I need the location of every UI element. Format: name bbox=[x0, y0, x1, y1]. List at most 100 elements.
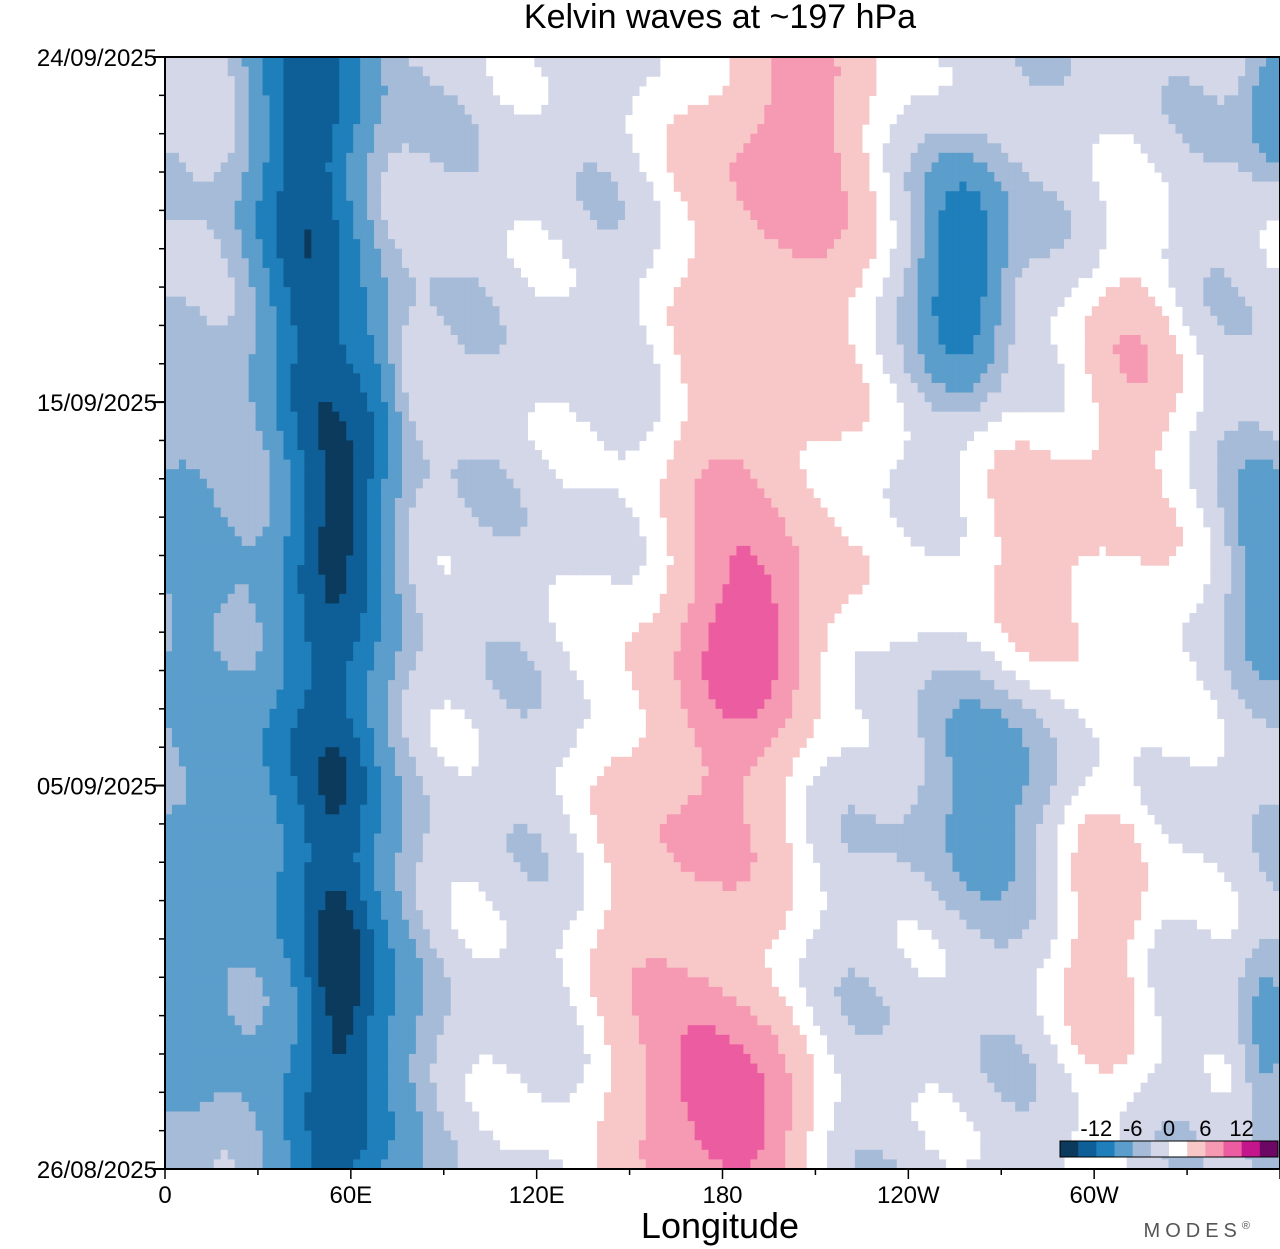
heatmap-cell bbox=[165, 373, 173, 384]
heatmap-cell bbox=[764, 66, 772, 77]
heatmap-cell bbox=[248, 325, 257, 336]
heatmap-cell bbox=[255, 277, 264, 288]
heatmap-cell bbox=[764, 296, 772, 307]
heatmap-cell bbox=[408, 66, 417, 77]
heatmap-cell bbox=[297, 76, 305, 87]
heatmap-cell bbox=[227, 210, 236, 221]
heatmap-cell bbox=[199, 133, 208, 144]
heatmap-cell bbox=[1043, 124, 1051, 135]
heatmap-cell bbox=[318, 344, 326, 355]
heatmap-cell bbox=[722, 239, 731, 250]
heatmap-cell bbox=[381, 239, 389, 250]
heatmap-cell bbox=[1119, 76, 1128, 87]
heatmap-cell bbox=[325, 104, 333, 116]
heatmap-cell bbox=[297, 124, 305, 135]
heatmap-cell bbox=[339, 296, 347, 307]
heatmap-cell bbox=[234, 57, 243, 68]
heatmap-cell bbox=[1238, 66, 1246, 77]
heatmap-cell bbox=[1161, 133, 1170, 144]
heatmap-cell bbox=[185, 239, 194, 250]
heatmap-cell bbox=[360, 354, 368, 365]
heatmap-cell bbox=[1077, 248, 1086, 259]
heatmap-cell bbox=[645, 181, 654, 192]
heatmap-cell bbox=[1008, 258, 1016, 269]
heatmap-cell bbox=[248, 152, 257, 164]
heatmap-cell bbox=[750, 124, 758, 135]
heatmap-cell bbox=[917, 287, 926, 298]
heatmap-cell bbox=[241, 85, 250, 96]
heatmap-cell bbox=[548, 152, 556, 164]
heatmap-cell bbox=[945, 354, 954, 365]
heatmap-cell bbox=[1119, 363, 1128, 374]
heatmap-cell bbox=[764, 172, 772, 183]
heatmap-cell bbox=[255, 258, 264, 269]
heatmap-cell bbox=[499, 382, 508, 394]
heatmap-cell bbox=[987, 57, 995, 68]
heatmap-cell bbox=[631, 152, 640, 164]
heatmap-cell bbox=[1203, 239, 1211, 250]
heatmap-cell bbox=[840, 229, 849, 240]
heatmap-cell bbox=[1168, 172, 1177, 183]
heatmap-cell bbox=[1022, 181, 1030, 192]
heatmap-cell bbox=[1029, 66, 1037, 77]
heatmap-cell bbox=[952, 95, 961, 106]
heatmap-cell bbox=[820, 191, 828, 202]
heatmap-cell bbox=[854, 200, 863, 211]
heatmap-cell bbox=[750, 267, 758, 279]
heatmap-cell bbox=[548, 335, 556, 346]
heatmap-cell bbox=[1189, 325, 1197, 336]
heatmap-cell bbox=[1098, 296, 1107, 307]
heatmap-cell bbox=[840, 354, 849, 365]
heatmap-cell bbox=[1140, 287, 1149, 298]
heatmap-cell bbox=[401, 296, 410, 307]
heatmap-cell bbox=[485, 85, 494, 96]
heatmap-cell bbox=[1133, 104, 1142, 116]
heatmap-cell bbox=[1057, 267, 1065, 279]
heatmap-cell bbox=[617, 162, 626, 173]
heatmap-cell bbox=[1057, 296, 1065, 307]
heatmap-cell bbox=[736, 277, 745, 288]
heatmap-cell bbox=[652, 363, 661, 374]
heatmap-cell bbox=[715, 258, 724, 269]
heatmap-cell bbox=[917, 382, 926, 394]
heatmap-cell bbox=[1008, 315, 1016, 327]
heatmap-cell bbox=[304, 248, 312, 259]
heatmap-cell bbox=[1217, 95, 1225, 106]
heatmap-cell bbox=[367, 76, 375, 87]
heatmap-cell bbox=[1036, 239, 1044, 250]
heatmap-cell bbox=[401, 162, 410, 173]
heatmap-cell bbox=[1043, 344, 1051, 355]
heatmap-cell bbox=[757, 219, 765, 231]
heatmap-cell bbox=[555, 172, 563, 183]
heatmap-cell bbox=[889, 181, 898, 192]
heatmap-cell bbox=[1112, 306, 1121, 317]
heatmap-cell bbox=[1029, 363, 1037, 374]
heatmap-cell bbox=[541, 191, 549, 202]
heatmap-cell bbox=[1203, 124, 1211, 135]
heatmap-cell bbox=[736, 229, 745, 240]
heatmap-cell bbox=[938, 200, 947, 211]
heatmap-cell bbox=[248, 191, 257, 202]
heatmap-cell bbox=[1245, 354, 1253, 365]
heatmap-cell bbox=[604, 277, 612, 288]
heatmap-cell bbox=[1182, 296, 1191, 307]
heatmap-cell bbox=[806, 258, 814, 269]
heatmap-cell bbox=[1133, 277, 1142, 288]
heatmap-cell bbox=[952, 325, 961, 336]
heatmap-cell bbox=[1231, 85, 1239, 96]
heatmap-cell bbox=[1043, 219, 1051, 231]
heatmap-cell bbox=[994, 95, 1002, 106]
heatmap-cell bbox=[1245, 152, 1253, 164]
heatmap-cell bbox=[206, 267, 215, 279]
heatmap-cell bbox=[429, 267, 438, 279]
heatmap-cell bbox=[1119, 95, 1128, 106]
heatmap-cell bbox=[743, 248, 751, 259]
heatmap-cell bbox=[813, 315, 821, 327]
heatmap-cell bbox=[1259, 382, 1267, 394]
heatmap-cell bbox=[994, 162, 1002, 173]
heatmap-cell bbox=[827, 152, 835, 164]
heatmap-cell bbox=[1036, 210, 1044, 221]
heatmap-cell bbox=[457, 219, 466, 231]
heatmap-cell bbox=[206, 315, 215, 327]
heatmap-cell bbox=[394, 363, 403, 374]
